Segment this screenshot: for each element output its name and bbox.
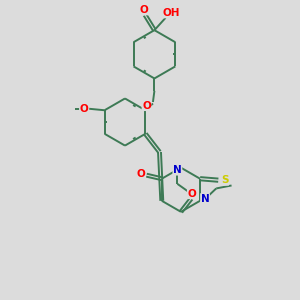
Text: S: S: [221, 175, 229, 185]
Text: O: O: [140, 5, 148, 15]
Text: O: O: [80, 104, 88, 114]
Text: N: N: [201, 194, 209, 204]
Text: OH: OH: [162, 8, 180, 18]
Text: O: O: [142, 100, 151, 110]
Text: O: O: [137, 169, 146, 179]
Text: N: N: [173, 165, 182, 175]
Text: O: O: [188, 189, 196, 199]
